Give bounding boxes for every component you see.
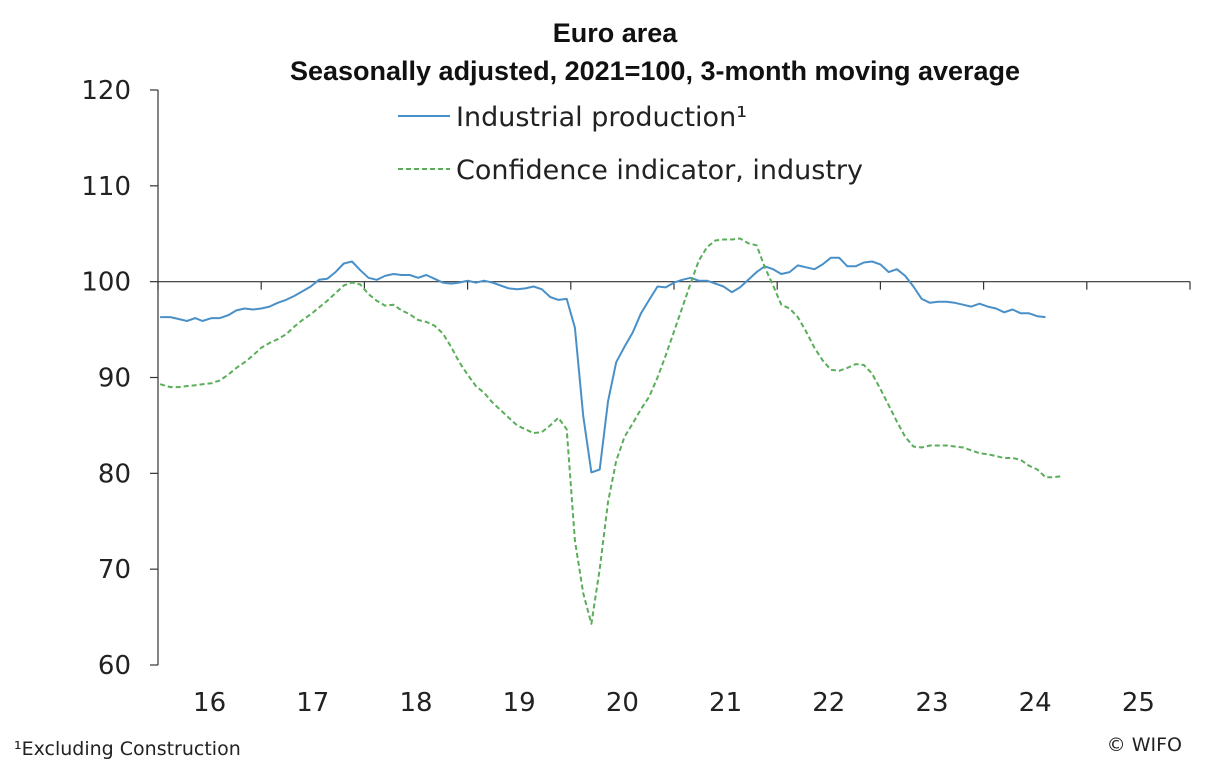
series-line-industrial-production	[160, 256, 1046, 474]
x-tick-label: 18	[399, 688, 432, 718]
x-tick-label: 23	[915, 688, 948, 718]
x-tick-label: 21	[709, 688, 742, 718]
y-tick-label: 110	[81, 172, 131, 202]
y-tick-label: 60	[98, 651, 131, 681]
x-tick-label: 20	[606, 688, 639, 718]
legend-label-industrial-production: Industrial production¹	[456, 102, 747, 133]
footnote: ¹Excluding Construction	[14, 738, 241, 760]
chart-title: Euro area	[553, 18, 679, 48]
series-layer	[159, 237, 1063, 625]
source-credit: © WIFO	[1107, 734, 1182, 756]
y-tick-label: 120	[81, 76, 131, 106]
x-tick-label: 25	[1122, 688, 1155, 718]
x-tick-label: 17	[296, 688, 329, 718]
chart-subtitle: Seasonally adjusted, 2021=100, 3-month m…	[290, 56, 1020, 86]
x-tick-label: 24	[1019, 688, 1052, 718]
axes: 60 70 80 90 100 110 120 16 17 18 19 20 21 22 23 24 25	[81, 76, 1191, 718]
x-tick-label: 16	[193, 688, 226, 718]
y-tick-label: 80	[98, 459, 131, 489]
legend-label-confidence-indicator: Confidence indicator, industry	[456, 155, 863, 186]
x-tick-label: 19	[503, 688, 536, 718]
legend: Industrial production¹ Confidence indica…	[398, 102, 863, 186]
y-tick-label: 70	[98, 555, 131, 585]
y-tick-label: 100	[81, 268, 131, 298]
series-line-confidence-indicator	[159, 237, 1063, 625]
x-tick-label: 22	[812, 688, 845, 718]
y-tick-label: 90	[98, 364, 131, 394]
